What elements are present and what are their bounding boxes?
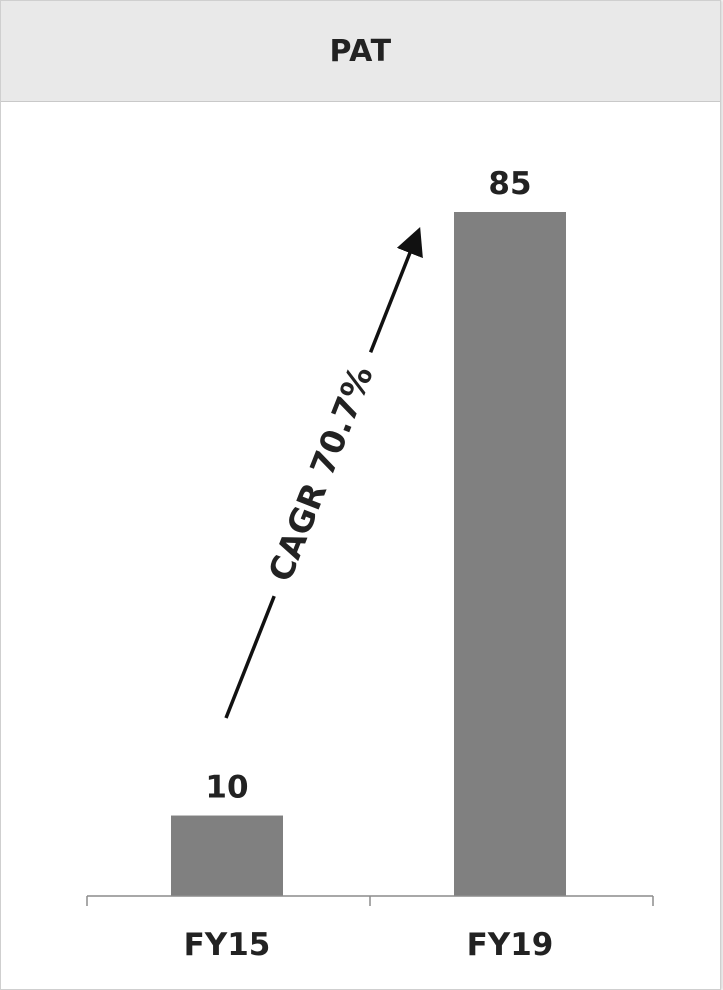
bar-fy19 xyxy=(454,212,566,896)
data-label-fy19: 85 xyxy=(488,166,531,202)
category-labels-group: FY15 FY19 xyxy=(184,927,554,963)
cagr-label: CAGR 70.7% xyxy=(260,360,380,587)
cagr-arrow-head xyxy=(368,226,423,353)
chart-title: PAT xyxy=(329,33,392,69)
data-label-fy15: 10 xyxy=(205,770,248,806)
category-label-fy15: FY15 xyxy=(184,927,271,963)
bars-group xyxy=(171,212,566,896)
cagr-annotation: CAGR 70.7% xyxy=(224,226,423,719)
chart-header: PAT xyxy=(1,1,720,102)
data-labels-group: 10 85 xyxy=(205,166,531,806)
x-axis xyxy=(86,895,654,906)
cagr-arrow-tail xyxy=(224,595,276,719)
category-label-fy19: FY19 xyxy=(467,927,554,963)
bar-fy15 xyxy=(171,815,283,896)
